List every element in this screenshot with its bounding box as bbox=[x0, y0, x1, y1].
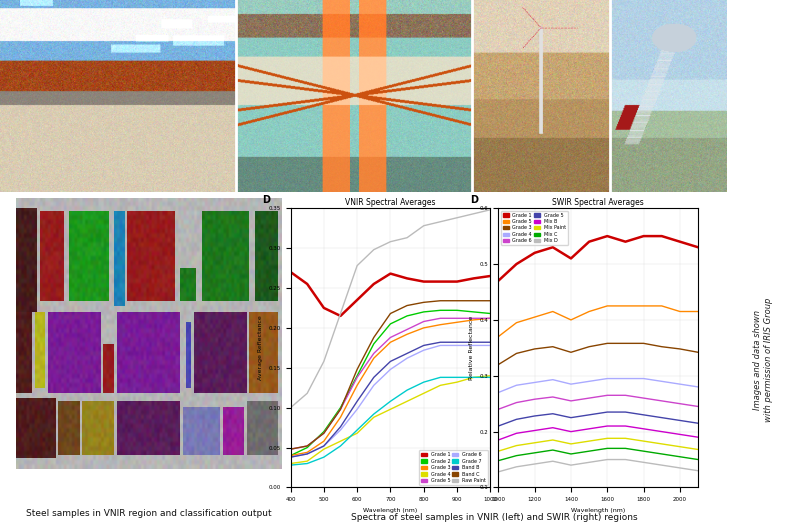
Text: Images and data shown
with permission of IRIS Group: Images and data shown with permission of… bbox=[754, 297, 773, 422]
Bar bbox=[82, 401, 114, 455]
Bar bbox=[194, 311, 246, 393]
Y-axis label: Relative Reflectance: Relative Reflectance bbox=[470, 316, 474, 380]
Bar bbox=[16, 311, 32, 393]
Bar bbox=[40, 211, 64, 301]
Bar bbox=[127, 211, 175, 301]
Title: VNIR Spectral Averages: VNIR Spectral Averages bbox=[345, 198, 436, 208]
Bar bbox=[246, 401, 278, 455]
Bar bbox=[16, 398, 56, 458]
Text: Spectra of steel samples in VNIR (left) and SWIR (right) regions: Spectra of steel samples in VNIR (left) … bbox=[351, 513, 638, 522]
Bar bbox=[34, 311, 45, 388]
Bar bbox=[114, 211, 125, 306]
Bar bbox=[48, 311, 101, 393]
Y-axis label: Average Reflectance: Average Reflectance bbox=[258, 316, 263, 380]
Text: D: D bbox=[262, 194, 270, 204]
Bar bbox=[223, 407, 244, 455]
Bar bbox=[183, 407, 220, 455]
X-axis label: Wavelength (nm): Wavelength (nm) bbox=[363, 508, 418, 513]
Bar bbox=[103, 344, 114, 393]
Text: D: D bbox=[470, 194, 478, 204]
Bar bbox=[180, 268, 196, 301]
Bar bbox=[250, 311, 278, 393]
Text: C: C bbox=[230, 460, 236, 469]
Legend: Grade 1, Grade 2, Grade 3, Grade 4, Grade 5, Grade 6, Grade 7, Band B, Band C, R: Grade 1, Grade 2, Grade 3, Grade 4, Grad… bbox=[419, 451, 488, 485]
Bar bbox=[186, 323, 191, 388]
Legend: Grade 1, Grade 5, Grade 3, Grade 4, Grade 6, Grade 5, Mix B, Mix Paint, Mix C, M: Grade 1, Grade 5, Grade 3, Grade 4, Grad… bbox=[501, 211, 568, 245]
Bar bbox=[117, 311, 180, 393]
Bar bbox=[69, 211, 109, 301]
Bar bbox=[254, 211, 278, 301]
Bar bbox=[58, 401, 80, 455]
Bar bbox=[117, 401, 180, 455]
Bar bbox=[202, 211, 250, 301]
Text: B: B bbox=[133, 460, 138, 469]
Title: SWIR Spectral Averages: SWIR Spectral Averages bbox=[552, 198, 644, 208]
Text: Steel samples in VNIR region and classification output: Steel samples in VNIR region and classif… bbox=[26, 509, 271, 519]
Text: A: A bbox=[39, 460, 46, 469]
X-axis label: Wavelength (nm): Wavelength (nm) bbox=[571, 508, 626, 513]
Bar bbox=[16, 209, 38, 311]
